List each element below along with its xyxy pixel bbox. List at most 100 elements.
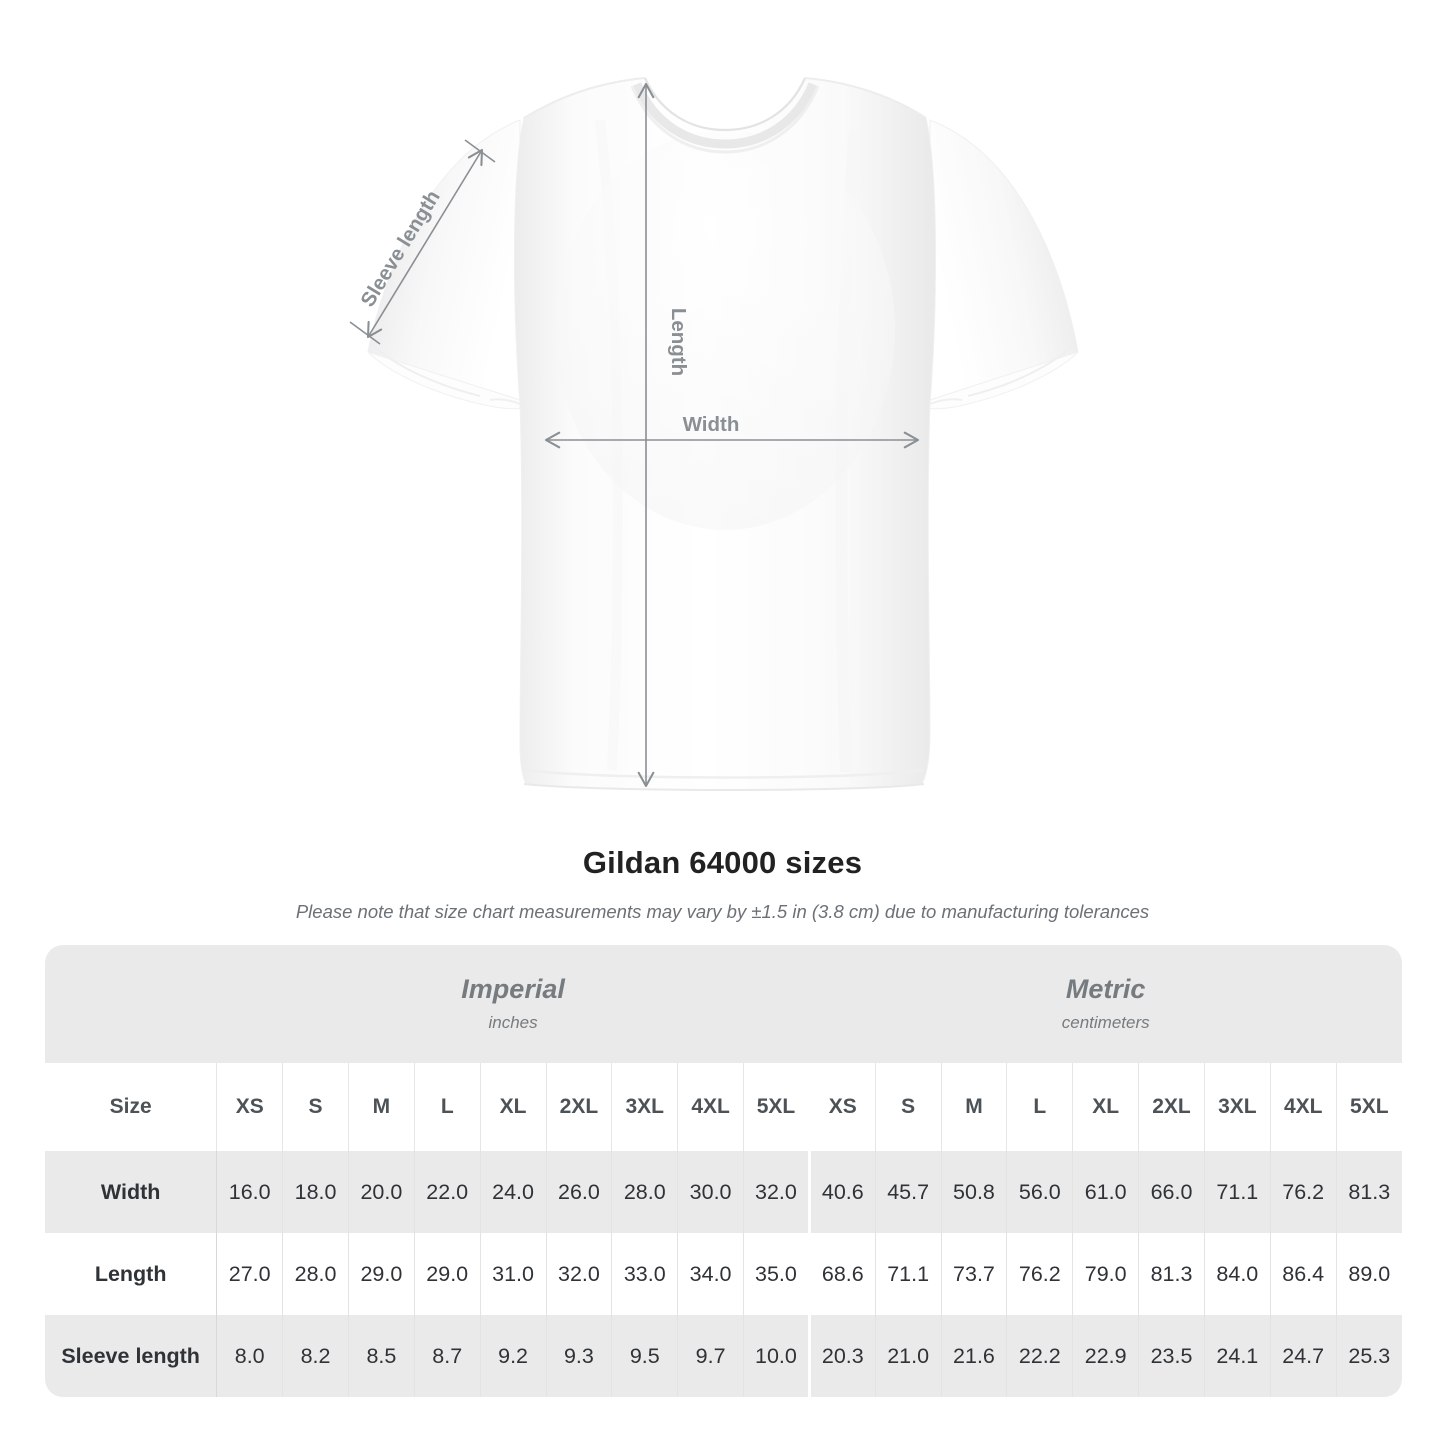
cell-sleeve-imperial-m: 8.5 bbox=[347, 1315, 415, 1397]
cell-width-metric-xs: 40.6 bbox=[807, 1151, 876, 1233]
unit-header-imperial: Imperial inches bbox=[216, 945, 810, 1063]
sleeve-arrow bbox=[366, 148, 484, 339]
size-table-container: Imperial inches Metric centimeters Size … bbox=[45, 945, 1402, 1397]
cell-length-imperial-4xl: 34.0 bbox=[677, 1233, 744, 1315]
cell-length-metric-3xl: 84.0 bbox=[1203, 1233, 1271, 1315]
header-metric-2xl: 2XL bbox=[1138, 1063, 1205, 1151]
cell-length-imperial-xs: 27.0 bbox=[216, 1233, 283, 1315]
cell-length-imperial-l: 29.0 bbox=[413, 1233, 481, 1315]
cell-sleeve-imperial-s: 8.2 bbox=[282, 1315, 349, 1397]
cell-sleeve-imperial-5xl: 10.0 bbox=[743, 1315, 810, 1397]
header-metric-xs: XS bbox=[807, 1063, 876, 1151]
width-measure: Width bbox=[544, 413, 920, 449]
cell-length-metric-xl: 79.0 bbox=[1072, 1233, 1139, 1315]
cell-length-imperial-xl: 31.0 bbox=[479, 1233, 546, 1315]
sleeve-cap-bottom bbox=[349, 321, 381, 345]
cell-width-metric-l: 56.0 bbox=[1006, 1151, 1073, 1233]
cell-width-imperial-xs: 16.0 bbox=[216, 1151, 283, 1233]
tolerance-note: Please note that size chart measurements… bbox=[295, 901, 1150, 922]
table-row: Sleeve length 8.0 8.2 8.5 8.7 9.2 9.3 9.… bbox=[45, 1315, 1402, 1397]
header-metric-xl: XL bbox=[1072, 1063, 1139, 1151]
table-row: Length 27.0 28.0 29.0 29.0 31.0 32.0 33.… bbox=[45, 1233, 1402, 1315]
table-row: Width 16.0 18.0 20.0 22.0 24.0 26.0 28.0… bbox=[45, 1151, 1402, 1233]
length-label: Length bbox=[667, 308, 690, 376]
cell-sleeve-imperial-2xl: 9.3 bbox=[545, 1315, 612, 1397]
unit-sub-imperial: inches bbox=[488, 1013, 538, 1033]
cell-width-imperial-m: 20.0 bbox=[347, 1151, 415, 1233]
header-imperial-l: L bbox=[413, 1063, 481, 1151]
cell-length-metric-xs: 68.6 bbox=[807, 1233, 876, 1315]
header-metric-s: S bbox=[874, 1063, 942, 1151]
unit-header-metric: Metric centimeters bbox=[809, 945, 1402, 1063]
unit-header-spacer bbox=[45, 945, 217, 1063]
cell-width-metric-m: 50.8 bbox=[940, 1151, 1007, 1233]
cell-length-metric-2xl: 81.3 bbox=[1138, 1233, 1205, 1315]
cell-length-imperial-3xl: 33.0 bbox=[611, 1233, 678, 1315]
cell-sleeve-imperial-3xl: 9.5 bbox=[611, 1315, 678, 1397]
header-size-label: Size bbox=[45, 1063, 217, 1151]
cell-length-imperial-m: 29.0 bbox=[347, 1233, 415, 1315]
cell-sleeve-metric-4xl: 24.7 bbox=[1269, 1315, 1337, 1397]
row-label-width: Width bbox=[45, 1151, 217, 1233]
cell-length-metric-l: 76.2 bbox=[1006, 1233, 1073, 1315]
row-label-sleeve-length: Sleeve length bbox=[45, 1315, 217, 1397]
header-metric-4xl: 4XL bbox=[1269, 1063, 1337, 1151]
header-imperial-3xl: 3XL bbox=[611, 1063, 678, 1151]
cell-width-metric-xl: 61.0 bbox=[1072, 1151, 1139, 1233]
header-imperial-m: M bbox=[347, 1063, 415, 1151]
header-imperial-xs: XS bbox=[216, 1063, 283, 1151]
width-label: Width bbox=[683, 413, 740, 436]
cell-sleeve-metric-5xl: 25.3 bbox=[1335, 1315, 1402, 1397]
cell-length-imperial-s: 28.0 bbox=[282, 1233, 349, 1315]
cell-sleeve-metric-2xl: 23.5 bbox=[1138, 1315, 1205, 1397]
header-imperial-xl: XL bbox=[479, 1063, 546, 1151]
cell-sleeve-metric-s: 21.0 bbox=[874, 1315, 942, 1397]
header-metric-5xl: 5XL bbox=[1335, 1063, 1402, 1151]
unit-header-row: Imperial inches Metric centimeters bbox=[45, 945, 1402, 1063]
header-imperial-s: S bbox=[282, 1063, 349, 1151]
cell-width-imperial-2xl: 26.0 bbox=[545, 1151, 612, 1233]
cell-length-metric-4xl: 86.4 bbox=[1269, 1233, 1337, 1315]
cell-sleeve-imperial-xl: 9.2 bbox=[479, 1315, 546, 1397]
cell-width-imperial-3xl: 28.0 bbox=[611, 1151, 678, 1233]
unit-name-metric: Metric bbox=[1065, 973, 1146, 1004]
unit-sub-metric: centimeters bbox=[1061, 1013, 1150, 1033]
header-metric-m: M bbox=[940, 1063, 1007, 1151]
header-imperial-2xl: 2XL bbox=[545, 1063, 612, 1151]
unit-name-imperial: Imperial bbox=[461, 973, 565, 1004]
cell-width-imperial-5xl: 32.0 bbox=[743, 1151, 810, 1233]
cell-sleeve-imperial-l: 8.7 bbox=[413, 1315, 481, 1397]
header-metric-l: L bbox=[1006, 1063, 1073, 1151]
cell-width-metric-4xl: 76.2 bbox=[1269, 1151, 1337, 1233]
cell-width-imperial-4xl: 30.0 bbox=[677, 1151, 744, 1233]
size-header-row: Size XS S M L XL 2XL 3XL 4XL 5XL XS S M … bbox=[45, 1063, 1402, 1151]
cell-width-metric-2xl: 66.0 bbox=[1138, 1151, 1205, 1233]
cell-width-imperial-l: 22.0 bbox=[413, 1151, 481, 1233]
cell-sleeve-metric-3xl: 24.1 bbox=[1203, 1315, 1271, 1397]
cell-sleeve-metric-xl: 22.9 bbox=[1072, 1315, 1139, 1397]
row-label-length: Length bbox=[45, 1233, 217, 1315]
cell-width-metric-3xl: 71.1 bbox=[1203, 1151, 1271, 1233]
cell-sleeve-imperial-4xl: 9.7 bbox=[677, 1315, 744, 1397]
cell-width-metric-s: 45.7 bbox=[874, 1151, 942, 1233]
cell-sleeve-metric-l: 22.2 bbox=[1006, 1315, 1073, 1397]
cell-length-metric-m: 73.7 bbox=[940, 1233, 1007, 1315]
size-table: Imperial inches Metric centimeters Size … bbox=[45, 945, 1402, 1397]
tshirt-diagram: Sleeve length Length Width bbox=[349, 77, 1079, 791]
cell-sleeve-metric-m: 21.6 bbox=[940, 1315, 1007, 1397]
header-metric-3xl: 3XL bbox=[1203, 1063, 1271, 1151]
cell-sleeve-imperial-xs: 8.0 bbox=[216, 1315, 283, 1397]
cell-length-imperial-2xl: 32.0 bbox=[545, 1233, 612, 1315]
cell-length-metric-5xl: 89.0 bbox=[1335, 1233, 1402, 1315]
header-imperial-4xl: 4XL bbox=[677, 1063, 744, 1151]
cell-length-metric-s: 71.1 bbox=[874, 1233, 942, 1315]
chart-heading-block: Gildan 64000 sizes Please note that size… bbox=[0, 845, 1445, 923]
cell-width-imperial-xl: 24.0 bbox=[479, 1151, 546, 1233]
cell-width-metric-5xl: 81.3 bbox=[1335, 1151, 1402, 1233]
page-title: Gildan 64000 sizes bbox=[582, 845, 863, 880]
header-imperial-5xl: 5XL bbox=[743, 1063, 810, 1151]
cell-sleeve-metric-xs: 20.3 bbox=[807, 1315, 876, 1397]
cell-width-imperial-s: 18.0 bbox=[282, 1151, 349, 1233]
cell-length-imperial-5xl: 35.0 bbox=[743, 1233, 810, 1315]
